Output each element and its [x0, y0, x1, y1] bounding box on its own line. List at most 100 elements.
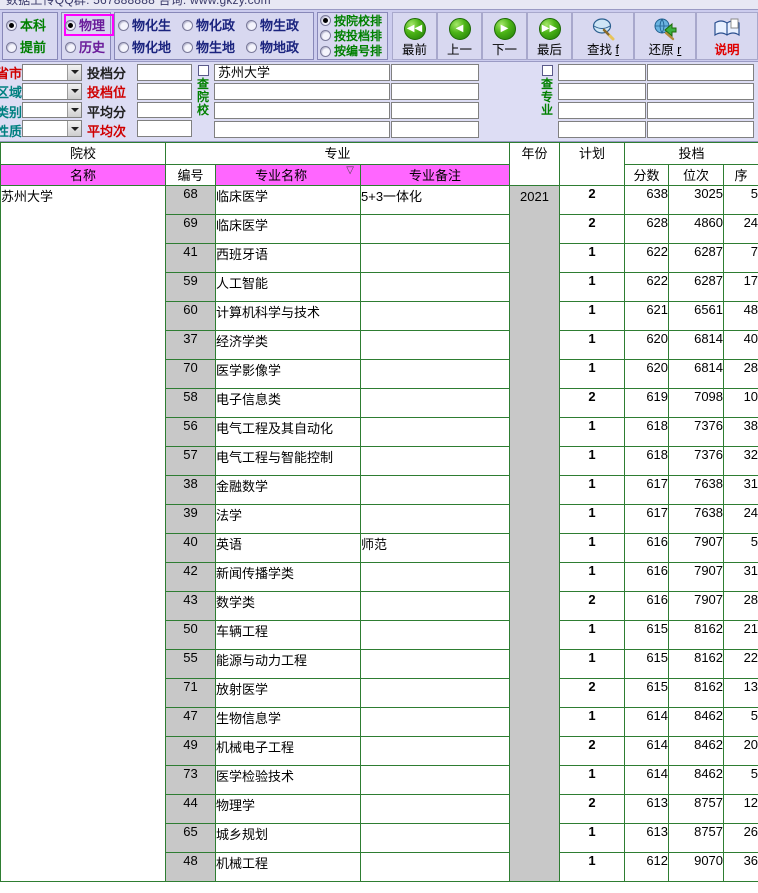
major-input-4a[interactable]: [558, 121, 646, 138]
radio-whd[interactable]: 物化地: [117, 41, 173, 54]
major-input-2a[interactable]: [558, 83, 646, 100]
cell-seq: 12: [723, 794, 758, 824]
prev-record-button[interactable]: ◀ 上一: [437, 12, 482, 60]
table-row[interactable]: 48 机械工程 1 612 9070 36: [1, 852, 758, 882]
col-header-school-name[interactable]: 名称: [0, 164, 166, 186]
table-row[interactable]: 40 英语 师范 1 616 7907 5: [1, 533, 758, 563]
score-input[interactable]: [137, 64, 192, 81]
col-header-major-note[interactable]: 专业备注: [359, 164, 511, 186]
major-input-2b[interactable]: [647, 83, 754, 100]
table-row[interactable]: 苏州大学 68 临床医学 5+3一体化 2021 2 638 3025 5: [0, 185, 758, 882]
radio-sort-code[interactable]: 按编号排: [319, 45, 382, 57]
cell-major-name: 计算机科学与技术: [215, 301, 361, 331]
table-row[interactable]: 69 临床医学 2 628 4860 24: [1, 214, 758, 244]
avg-score-input[interactable]: [137, 101, 192, 119]
table-row[interactable]: 39 法学 1 617 7638 24: [1, 504, 758, 534]
filter-panel: 省市 区域 类别 性质 投档分 投档位 平均分 平均次 查院校: [0, 62, 758, 142]
last-record-button[interactable]: ▶▶ 最后: [527, 12, 572, 60]
major-input-4b[interactable]: [647, 121, 754, 138]
avg-score-label: 平均分: [87, 104, 127, 120]
table-row[interactable]: 73 医学检验技术 1 614 8462 5: [1, 765, 758, 795]
radio-lishi[interactable]: 历史: [64, 41, 105, 54]
cell-major-code: 60: [165, 301, 216, 331]
radio-sort-score[interactable]: 按投档排: [319, 30, 382, 42]
radio-dot-icon: [64, 41, 76, 53]
results-table: 院校 专业 年份 计划 投档 名称 编号 专业名称 ▽ 专业备注 分数 位次 序 …: [0, 142, 758, 882]
school-input-2b[interactable]: [391, 83, 479, 100]
search-school-checkbox[interactable]: [197, 65, 209, 76]
school-input-2a[interactable]: [214, 83, 390, 100]
school-input-3a[interactable]: [214, 102, 390, 119]
table-row[interactable]: 65 城乡规划 1 613 8757 26: [1, 823, 758, 853]
radio-tiqian[interactable]: 提前: [6, 41, 46, 54]
major-input-3a[interactable]: [558, 102, 646, 119]
cell-rank: 6561: [668, 301, 725, 331]
first-record-button[interactable]: ◀◀ 最前: [392, 12, 437, 60]
school-input-4a[interactable]: [214, 121, 390, 138]
button-label: 说明: [714, 42, 740, 57]
radio-row: 按投档排: [319, 28, 384, 43]
cell-plan: 1: [559, 562, 626, 592]
cell-major-note: [359, 388, 511, 418]
radio-benke[interactable]: 本科: [6, 19, 46, 32]
cell-major-code: 65: [165, 823, 216, 853]
major-input-3b[interactable]: [647, 102, 754, 119]
avg-rank-input[interactable]: [137, 120, 192, 137]
table-row[interactable]: 71 放射医学 2 615 8162 13: [1, 678, 758, 708]
radio-dot-icon: [181, 19, 193, 31]
major-input-1a[interactable]: [558, 64, 646, 81]
next-record-button[interactable]: ▶ 下一: [482, 12, 527, 60]
major-input-1b[interactable]: [647, 64, 754, 81]
restore-button[interactable]: 还原 r: [634, 12, 696, 60]
cell-score: 620: [624, 359, 670, 389]
cell-major-name: 医学检验技术: [215, 765, 361, 795]
school-input-1b[interactable]: [391, 64, 479, 81]
col-header-seq[interactable]: 序: [723, 164, 758, 186]
province-select[interactable]: [22, 64, 82, 81]
radio-wsz[interactable]: 物生政: [245, 19, 301, 32]
col-header-major-name[interactable]: 专业名称 ▽: [215, 164, 361, 186]
cell-major-name: 人工智能: [215, 272, 361, 302]
nature-select[interactable]: [22, 120, 82, 137]
radio-sort-school[interactable]: 按院校排: [319, 15, 382, 27]
table-row[interactable]: 44 物理学 2 613 8757 12: [1, 794, 758, 824]
radio-whs[interactable]: 物化生: [117, 19, 173, 32]
cell-major-note: [359, 707, 511, 737]
table-row[interactable]: 50 车辆工程 1 615 8162 21: [1, 620, 758, 650]
table-row[interactable]: 70 医学影像学 1 620 6814 28: [1, 359, 758, 389]
cell-rank: 7907: [668, 562, 725, 592]
radio-wuli[interactable]: 物理: [64, 19, 105, 32]
cell-seq: 5: [723, 765, 758, 795]
radio-label: 物化政: [195, 17, 235, 33]
col-header-score[interactable]: 分数: [624, 164, 670, 186]
cell-major-name: 电气工程与智能控制: [215, 446, 361, 476]
school-input-3b[interactable]: [391, 102, 479, 119]
cell-score: 620: [624, 330, 670, 360]
table-row[interactable]: 58 电子信息类 2 619 7098 10: [1, 388, 758, 418]
search-major-checkbox[interactable]: [541, 65, 553, 76]
col-header-rank[interactable]: 位次: [668, 164, 725, 186]
table-row[interactable]: 47 生物信息学 1 614 8462 5: [1, 707, 758, 737]
school-input-4b[interactable]: [391, 121, 479, 138]
table-row[interactable]: 49 机械电子工程 2 614 8462 20: [1, 736, 758, 766]
cell-major-name: 生物信息学: [215, 707, 361, 737]
school-name-input[interactable]: 苏州大学: [214, 64, 390, 81]
search-button[interactable]: 查找 f: [572, 12, 634, 60]
region-select[interactable]: [22, 82, 82, 100]
table-row[interactable]: 42 新闻传播学类 1 616 7907 31: [1, 562, 758, 592]
help-button[interactable]: 说明: [696, 12, 758, 60]
cell-plan: 1: [559, 330, 626, 360]
table-row[interactable]: 56 电气工程及其自动化 1 618 7376 38: [1, 417, 758, 447]
subject-combination-group: 物化生 物化政 物生政 物化地 物生地: [113, 12, 314, 60]
col-header-code[interactable]: 编号: [165, 164, 216, 186]
cell-major-code: 55: [165, 649, 216, 679]
table-row[interactable]: 38 金融数学 1 617 7638 31: [1, 475, 758, 505]
cell-major-name: 电气工程及其自动化: [215, 417, 361, 447]
category-select[interactable]: [22, 101, 82, 119]
radio-wsd[interactable]: 物生地: [181, 41, 237, 54]
radio-whz[interactable]: 物化政: [181, 17, 237, 33]
cell-major-note: [359, 301, 511, 331]
rank-input[interactable]: [137, 82, 192, 100]
radio-wdz[interactable]: 物地政: [245, 41, 301, 54]
group-header-plan: 计划: [559, 142, 626, 186]
